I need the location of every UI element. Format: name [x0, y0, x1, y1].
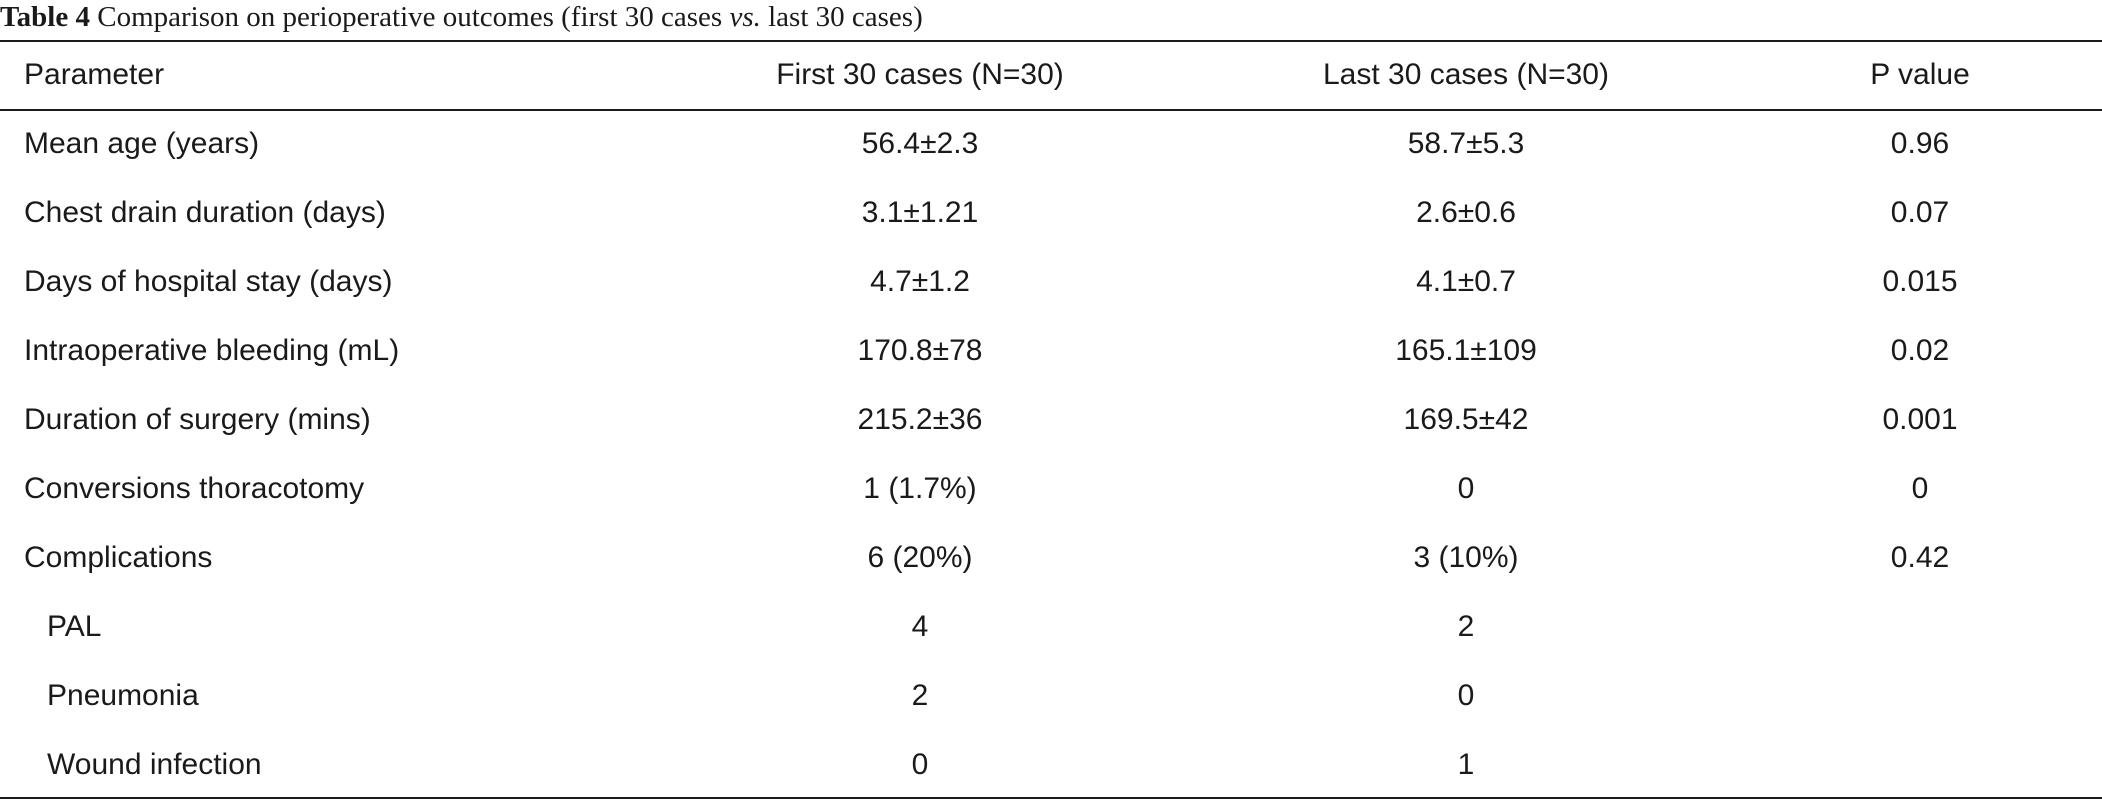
row-parameter: Intraoperative bleeding (mL) [24, 334, 400, 367]
row-last-value: 0 [1457, 679, 1475, 712]
table-row: Chest drain duration (days) 3.1±1.21 2.6… [0, 178, 2102, 247]
header-p-value: P value [1870, 58, 1970, 91]
row-last-value: 2 [1457, 610, 1475, 643]
row-parameter: Wound infection [47, 748, 262, 781]
row-last-value: 2.6±0.6 [1416, 196, 1516, 229]
header-last-30: Last 30 cases (N=30) [1323, 58, 1609, 91]
row-parameter: Duration of surgery (mins) [24, 403, 371, 436]
row-last-value: 1 [1457, 748, 1475, 781]
row-first-value: 4.7±1.2 [870, 265, 970, 298]
table-header-row: Parameter First 30 cases (N=30) Last 30 … [0, 40, 2102, 109]
table-row-subitem: Wound infection 0 1 [0, 730, 2102, 799]
row-parameter: Conversions thoracotomy [24, 472, 365, 505]
table-row: Conversions thoracotomy 1 (1.7%) 0 0 [0, 454, 2102, 523]
table-row: Complications 6 (20%) 3 (10%) 0.42 [0, 523, 2102, 592]
table-row-subitem: PAL 4 2 [0, 592, 2102, 661]
row-first-value: 6 (20%) [867, 541, 973, 574]
caption-text-before: Comparison on perioperative outcomes (fi… [97, 1, 730, 33]
row-last-value: 169.5±42 [1403, 403, 1529, 436]
row-last-value: 0 [1457, 472, 1475, 505]
header-first-30: First 30 cases (N=30) [776, 58, 1064, 91]
header-parameter: Parameter [24, 58, 165, 91]
row-first-value: 1 (1.7%) [863, 472, 977, 505]
row-parameter: Complications [24, 541, 213, 574]
row-p-value: 0.07 [1890, 196, 1950, 229]
row-p-value: 0.96 [1890, 127, 1950, 160]
table-row: Duration of surgery (mins) 215.2±36 169.… [0, 385, 2102, 454]
row-first-value: 2 [911, 679, 929, 712]
table-row: Intraoperative bleeding (mL) 170.8±78 16… [0, 316, 2102, 385]
row-first-value: 0 [911, 748, 929, 781]
table-row: Mean age (years) 56.4±2.3 58.7±5.3 0.96 [0, 109, 2102, 178]
caption-label: Table 4 [0, 1, 90, 33]
row-last-value: 3 (10%) [1413, 541, 1519, 574]
table-header-rule [0, 109, 2102, 111]
row-parameter: Mean age (years) [24, 127, 260, 160]
caption-text-after: last 30 cases) [760, 1, 923, 33]
table-top-rule [0, 40, 2102, 42]
row-p-value [1855, 730, 1985, 799]
row-parameter: PAL [47, 610, 102, 643]
row-p-value: 0 [1911, 472, 1929, 505]
row-p-value: 0.001 [1882, 403, 1958, 436]
row-p-value: 0.015 [1882, 265, 1958, 298]
row-p-value: 0.02 [1890, 334, 1950, 367]
table-bottom-rule [0, 797, 2102, 799]
table-row-subitem: Pneumonia 2 0 [0, 661, 2102, 730]
row-first-value: 56.4±2.3 [861, 127, 979, 160]
row-parameter: Days of hospital stay (days) [24, 265, 393, 298]
row-last-value: 165.1±109 [1395, 334, 1537, 367]
table-row: Days of hospital stay (days) 4.7±1.2 4.1… [0, 247, 2102, 316]
row-last-value: 4.1±0.7 [1416, 265, 1516, 298]
row-parameter: Pneumonia [47, 679, 199, 712]
caption-italic: vs. [729, 1, 761, 33]
row-p-value [1855, 661, 1985, 730]
row-first-value: 3.1±1.21 [861, 196, 979, 229]
row-parameter: Chest drain duration (days) [24, 196, 386, 229]
row-first-value: 170.8±78 [857, 334, 983, 367]
row-first-value: 4 [911, 610, 929, 643]
row-first-value: 215.2±36 [857, 403, 983, 436]
table-caption: Table 4 Comparison on perioperative outc… [0, 0, 923, 38]
row-last-value: 58.7±5.3 [1407, 127, 1525, 160]
row-p-value [1855, 592, 1985, 661]
row-p-value: 0.42 [1890, 541, 1950, 574]
